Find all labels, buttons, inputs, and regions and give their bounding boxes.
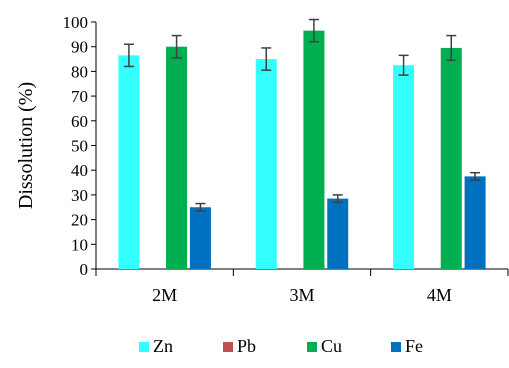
legend-item-pb: Pb [223, 336, 256, 356]
legend-swatch [139, 342, 149, 352]
x-tick-label: 2M [152, 285, 177, 305]
y-tick-label: 70 [71, 87, 88, 106]
legend-swatch [223, 342, 233, 352]
bar-fe-3m [327, 198, 349, 269]
y-tick-label: 90 [71, 38, 88, 57]
bar-fe-4m [464, 176, 486, 269]
bar-cu-2m [166, 46, 188, 270]
error-bar [398, 54, 409, 76]
legend: Zn Pb Cu Fe [139, 336, 423, 356]
error-bar [332, 194, 343, 204]
y-tick-label: 0 [80, 260, 89, 279]
error-bar [123, 43, 134, 68]
bar-cu-4m [440, 47, 462, 270]
legend-label: Fe [405, 336, 423, 356]
legend-item-fe: Fe [391, 336, 423, 356]
legend-label: Cu [321, 336, 342, 356]
error-bars [123, 18, 481, 212]
y-tick-label: 40 [71, 161, 88, 180]
error-bar [470, 171, 481, 181]
y-tick-label: 30 [71, 186, 88, 205]
x-tick-label: 3M [289, 285, 314, 305]
x-axis: 2M 3M 4M [95, 268, 509, 305]
error-bar [195, 202, 206, 212]
error-bar [261, 47, 272, 71]
legend-item-cu: Cu [307, 336, 342, 356]
bars [118, 30, 486, 270]
y-tick-label: 60 [71, 112, 88, 131]
bar-cu-3m [303, 30, 325, 269]
error-bar [308, 18, 319, 43]
y-tick-label: 20 [71, 211, 88, 230]
y-tick-label: 10 [71, 235, 88, 254]
x-tick-label: 4M [427, 285, 452, 305]
bar-fe-2m [189, 207, 211, 269]
error-bar [446, 34, 457, 62]
bar-zn-4m [393, 65, 415, 269]
legend-label: Zn [153, 336, 173, 356]
error-bar [171, 34, 182, 59]
y-tick-label: 50 [71, 137, 88, 156]
legend-swatch [307, 342, 317, 352]
bar-zn-3m [255, 59, 277, 269]
y-tick-label: 100 [63, 13, 89, 32]
legend-item-zn: Zn [139, 336, 173, 356]
y-axis-title: Dissolution (%) [15, 82, 37, 209]
y-tick-label: 80 [71, 62, 88, 81]
legend-label: Pb [237, 336, 256, 356]
legend-swatch [391, 342, 401, 352]
y-axis: 0 10 20 30 40 50 60 70 80 90 100 [63, 13, 97, 279]
bar-zn-2m [118, 55, 140, 269]
